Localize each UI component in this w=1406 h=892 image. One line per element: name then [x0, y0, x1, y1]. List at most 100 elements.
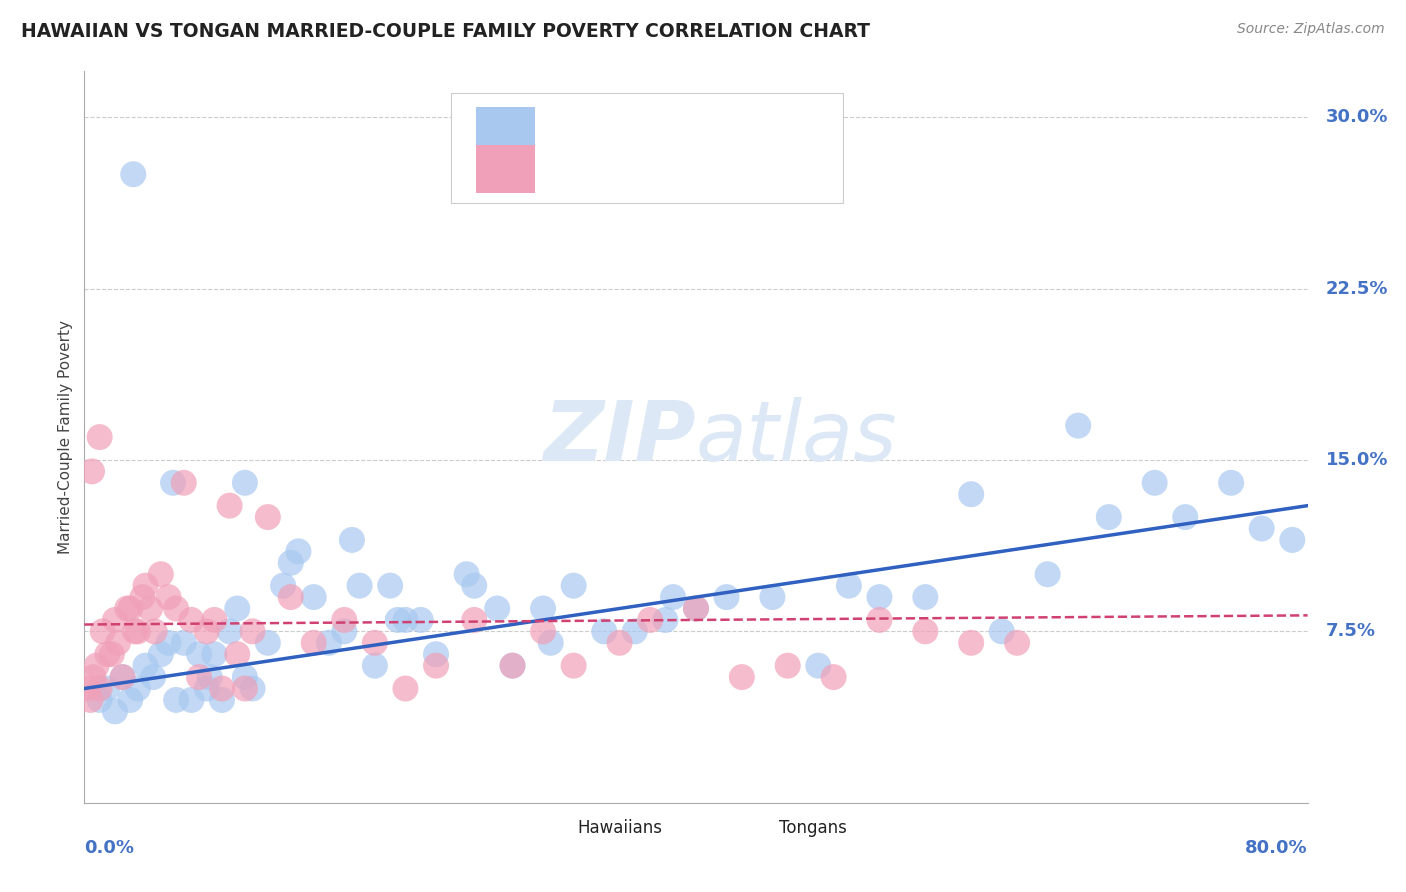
Point — [79, 693, 101, 707]
Point — [914, 624, 936, 639]
Point — [242, 624, 264, 639]
Point — [624, 624, 647, 639]
Point — [394, 681, 416, 696]
Point — [1281, 533, 1303, 547]
Point — [89, 430, 111, 444]
Point — [333, 624, 356, 639]
Point — [180, 693, 202, 707]
Point — [124, 624, 146, 639]
Point — [869, 590, 891, 604]
Point — [716, 590, 738, 604]
Point — [685, 601, 707, 615]
Point — [139, 601, 162, 615]
Point — [333, 613, 356, 627]
Text: Tongans: Tongans — [779, 820, 846, 838]
Point — [562, 658, 585, 673]
Point — [131, 590, 153, 604]
Point — [104, 613, 127, 627]
FancyBboxPatch shape — [475, 145, 534, 193]
Point — [302, 590, 325, 604]
Point — [257, 510, 280, 524]
Text: 80.0%: 80.0% — [1244, 839, 1308, 857]
Point — [531, 624, 554, 639]
Point — [364, 658, 387, 673]
Point — [387, 613, 409, 627]
Y-axis label: Married-Couple Family Poverty: Married-Couple Family Poverty — [58, 320, 73, 554]
Point — [287, 544, 309, 558]
Point — [991, 624, 1014, 639]
Point — [914, 590, 936, 604]
Text: 30.0%: 30.0% — [1326, 108, 1389, 126]
Point — [823, 670, 845, 684]
Point — [218, 624, 240, 639]
Point — [456, 567, 478, 582]
Point — [96, 681, 118, 696]
Point — [394, 613, 416, 627]
Point — [271, 579, 294, 593]
Point — [540, 636, 562, 650]
Point — [107, 636, 129, 650]
Text: 0.0%: 0.0% — [84, 839, 135, 857]
Point — [80, 464, 103, 478]
Point — [127, 681, 149, 696]
Point — [122, 167, 145, 181]
Point — [127, 624, 149, 639]
Point — [96, 647, 118, 661]
Point — [242, 681, 264, 696]
Point — [157, 636, 180, 650]
Point — [960, 487, 983, 501]
Point — [761, 590, 783, 604]
Point — [165, 601, 187, 615]
Point — [776, 658, 799, 673]
Point — [1250, 521, 1272, 535]
Point — [869, 613, 891, 627]
Point — [188, 647, 211, 661]
Point — [162, 475, 184, 490]
Point — [233, 475, 256, 490]
Point — [211, 681, 233, 696]
Point — [593, 624, 616, 639]
Point — [463, 613, 485, 627]
Point — [86, 658, 108, 673]
Point — [211, 693, 233, 707]
Point — [662, 590, 685, 604]
Point — [195, 681, 218, 696]
Point — [364, 636, 387, 650]
Point — [562, 579, 585, 593]
Point — [76, 681, 98, 696]
Point — [226, 601, 249, 615]
Point — [120, 601, 142, 615]
Point — [1005, 636, 1028, 650]
Point — [838, 579, 860, 593]
Point — [111, 670, 134, 684]
Point — [104, 705, 127, 719]
Text: N = 53: N = 53 — [669, 160, 731, 178]
Point — [531, 601, 554, 615]
Point — [218, 499, 240, 513]
Point — [502, 658, 524, 673]
FancyBboxPatch shape — [475, 107, 534, 155]
Point — [960, 636, 983, 650]
Point — [143, 624, 166, 639]
Point — [425, 647, 447, 661]
Point — [195, 624, 218, 639]
Point — [425, 658, 447, 673]
Point — [115, 601, 138, 615]
Text: 7.5%: 7.5% — [1326, 623, 1376, 640]
Point — [202, 647, 225, 661]
Text: atlas: atlas — [696, 397, 897, 477]
Point — [91, 624, 114, 639]
Point — [1098, 510, 1121, 524]
Point — [202, 613, 225, 627]
Text: ZIP: ZIP — [543, 397, 696, 477]
Point — [1174, 510, 1197, 524]
Point — [149, 567, 172, 582]
FancyBboxPatch shape — [717, 812, 770, 846]
Point — [135, 658, 157, 673]
Point — [101, 647, 124, 661]
Point — [807, 658, 830, 673]
Text: R = 0.198: R = 0.198 — [543, 122, 634, 140]
Point — [188, 670, 211, 684]
Point — [1067, 418, 1090, 433]
Point — [198, 670, 221, 684]
